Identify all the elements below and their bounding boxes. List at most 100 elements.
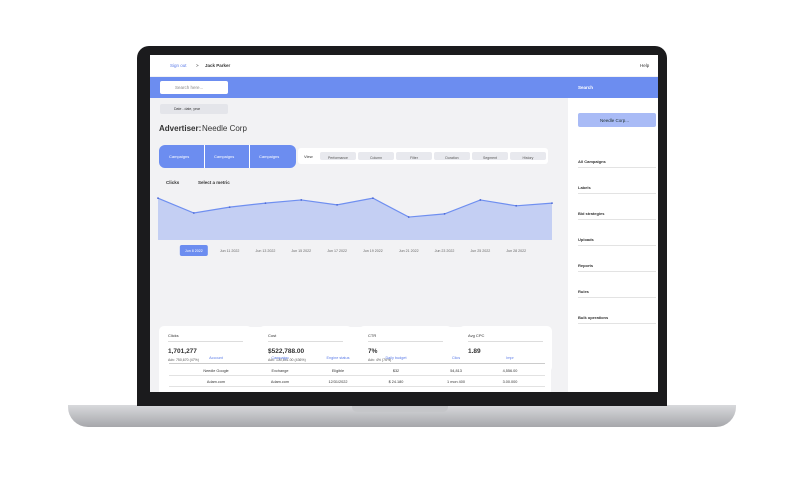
toolbar-text: Performance: [327, 156, 349, 160]
card-divider: [168, 341, 243, 342]
table-header: Clics: [451, 356, 461, 360]
table-header: Engine status: [326, 356, 350, 360]
date-text: Date - date, year: [174, 107, 201, 111]
toolbar-text: Duration: [445, 156, 459, 160]
user: Jack Parker: [205, 63, 231, 68]
row-rule: [169, 386, 545, 387]
card-sub: Adv: 130,601.00 (436%): [268, 358, 306, 362]
toolbar-button[interactable]: History: [510, 152, 546, 160]
card-title: CTR: [368, 333, 377, 338]
x-tick-label: Jun 25 2022: [470, 249, 490, 253]
account-button[interactable]: Needle Corp...: [578, 113, 656, 127]
point: [372, 197, 374, 200]
sidebar-rule: [578, 323, 656, 324]
header-rule: [169, 363, 545, 364]
x-tick-label: Jun 19 2022: [363, 249, 383, 253]
table-cell: $ 24.180: [388, 380, 404, 384]
advertiser-name: Needle Corp: [202, 124, 247, 133]
x-tick-label: Jun 8 2022: [185, 249, 203, 253]
point: [264, 202, 267, 205]
point: [479, 199, 482, 201]
x-tick-label: Jun 17 2022: [327, 249, 347, 253]
point: [515, 204, 518, 207]
tab[interactable]: Campaigns: [259, 154, 280, 159]
metric-secondary[interactable]: Select a metric: [198, 180, 230, 185]
card-value: 7%: [368, 348, 378, 355]
card-title: Clicks: [168, 333, 179, 338]
tab-divider: [204, 145, 205, 168]
toolbar-button[interactable]: Duration: [434, 152, 470, 160]
point: [300, 199, 303, 201]
search-placeholder: Search here...: [175, 85, 204, 90]
sidebar-item[interactable]: Reports: [578, 263, 594, 268]
view-label: View: [304, 154, 313, 159]
table-cell: Exchange: [271, 369, 289, 373]
table-cell: 54,813: [450, 369, 462, 373]
card-divider: [368, 341, 443, 342]
card-sub: Adv: 750,670 (47%): [168, 358, 199, 362]
toolbar-button[interactable]: Filter: [396, 152, 432, 160]
card-divider: [268, 341, 343, 342]
sidebar-rule: [578, 193, 656, 194]
sidebar-item[interactable]: Rules: [578, 289, 589, 294]
metric-card[interactable]: CTR 7% Adv: 4% (76%): [359, 326, 452, 372]
table-cell: $32: [392, 369, 400, 373]
toolbar-text: History: [522, 156, 534, 160]
tab[interactable]: Campaigns: [214, 154, 235, 159]
x-tick-label: Jun 15 2022: [291, 249, 311, 253]
table-cell: Adam.com: [206, 380, 226, 384]
sidebar-menu: All Campaigns Labels Bid strategies Uploads…: [568, 77, 658, 392]
point: [551, 202, 553, 205]
chart: Jun 8 2022 Jun 11 2022 Jun 13 2022 Jun 15 2…: [157, 197, 553, 256]
x-tick-label: Jun 28 2022: [506, 249, 526, 253]
point: [336, 204, 338, 206]
card-sub: Adv: 4% (76%): [368, 358, 392, 362]
sidebar-item[interactable]: Uploads: [578, 237, 594, 242]
metric-card[interactable]: Avg CPC 1.89: [459, 326, 552, 372]
card-title: Cost: [268, 333, 277, 338]
toolbar-text: Column: [369, 156, 383, 160]
separator: >: [196, 63, 199, 68]
point: [443, 213, 446, 215]
toolbar-button[interactable]: Segment: [472, 152, 508, 160]
account-text: Needle Corp...: [600, 118, 630, 123]
x-tick-label: Jun 11 2022: [220, 249, 240, 253]
metric-card[interactable]: Cost $522,788.00 Adv: 130,601.00 (436%): [259, 326, 352, 372]
sidebar-rule: [578, 167, 656, 168]
metric-card[interactable]: Clicks 1,701,277 Adv: 750,670 (47%): [159, 326, 252, 372]
table-cell: Eligible: [331, 369, 345, 373]
advertiser-label: Advertiser:: [159, 124, 202, 133]
sidebar-item[interactable]: Bulk operations: [578, 315, 609, 320]
sidebar-search-text: Search: [578, 85, 594, 90]
search-box[interactable]: Search here...: [160, 81, 228, 94]
sidebar-rule: [578, 271, 656, 272]
point: [228, 206, 231, 209]
toolbar-button[interactable]: Column: [358, 152, 394, 160]
sidebar-item[interactable]: All Campaigns: [578, 159, 606, 164]
help[interactable]: Help: [640, 63, 650, 68]
tabs: [159, 145, 296, 168]
point: [407, 216, 410, 218]
table-cell: Needle Google: [203, 369, 229, 373]
table-cell: 1 mon 400: [447, 380, 465, 384]
date-dropdown[interactable]: Date - date, year: [160, 104, 228, 114]
point: [157, 197, 159, 200]
sidebar-rule: [578, 245, 656, 246]
tab-divider: [249, 145, 250, 168]
table-cell: 3.00.000: [502, 380, 518, 384]
table-header: Campaign: [271, 356, 289, 360]
tab[interactable]: Campaigns: [169, 154, 190, 159]
sign-out[interactable]: Sign out: [170, 63, 187, 68]
table-cell: 4,556.00: [502, 369, 518, 373]
sidebar-item[interactable]: Bid strategies: [578, 211, 605, 216]
metric-primary[interactable]: Clicks: [166, 180, 180, 185]
area-line: [157, 197, 553, 218]
table-cell: Adam.com: [270, 380, 290, 384]
table-cell: 12/31/2022: [328, 380, 348, 384]
sidebar-item[interactable]: Labels: [578, 185, 591, 190]
x-tick-label: Jun 23 2022: [435, 249, 455, 253]
card-value: 1,701,277: [168, 348, 197, 355]
toolbar-text: Filter: [410, 156, 418, 160]
sidebar-search[interactable]: Search: [568, 77, 658, 98]
toolbar-button[interactable]: Performance: [320, 152, 356, 160]
